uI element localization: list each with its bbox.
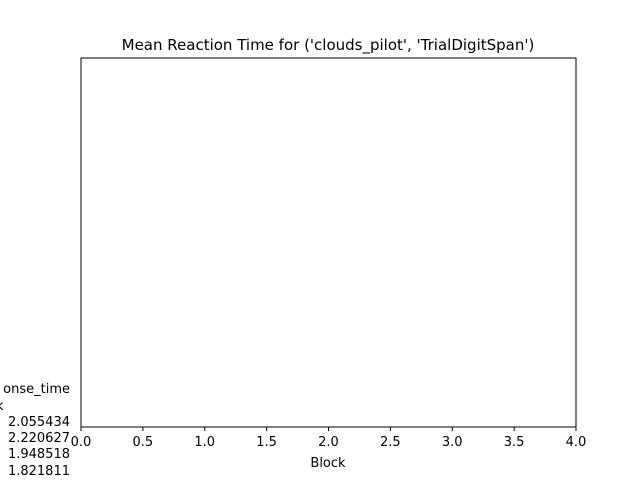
- x-tick-label: 0.0: [71, 435, 92, 450]
- y-label-line: k: [0, 399, 4, 414]
- x-tick-label: 3.0: [442, 435, 463, 450]
- x-axis-ticks: 0.0 0.5 1.0 1.5 2.0 2.5 3.0 3.5 4.0: [71, 427, 587, 450]
- chart-title: Mean Reaction Time for ('clouds_pilot', …: [122, 36, 535, 55]
- x-tick-label: 2.5: [380, 435, 401, 450]
- y-label-line: 2.220627: [8, 431, 70, 446]
- y-label-line: 2.055434: [8, 415, 70, 430]
- x-tick-label: 1.0: [194, 435, 215, 450]
- x-tick-label: 1.5: [256, 435, 277, 450]
- x-tick-label: 0.5: [133, 435, 154, 450]
- x-axis-label: Block: [310, 456, 346, 471]
- x-tick-label: 4.0: [566, 435, 587, 450]
- x-tick-label: 3.5: [504, 435, 525, 450]
- y-label-line: 1.948518: [8, 447, 70, 462]
- y-label-line: onse_time: [3, 382, 70, 397]
- y-label-line: 1.821811: [8, 464, 70, 479]
- x-tick-label: 2.0: [318, 435, 339, 450]
